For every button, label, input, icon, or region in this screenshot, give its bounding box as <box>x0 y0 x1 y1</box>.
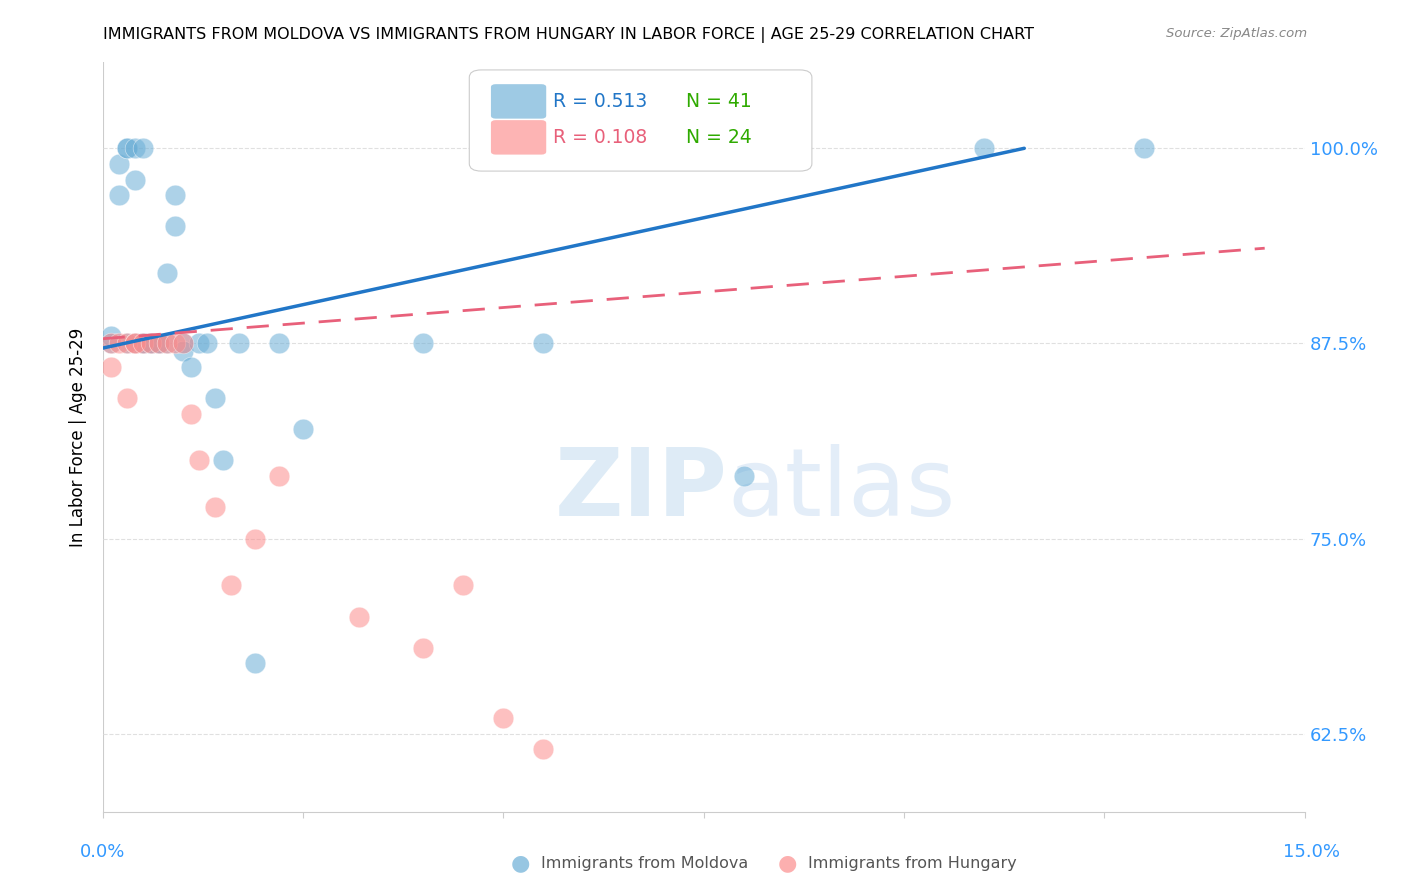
Point <box>195 336 218 351</box>
Text: IMMIGRANTS FROM MOLDOVA VS IMMIGRANTS FROM HUNGARY IN LABOR FORCE | AGE 25-29 CO: IMMIGRANTS FROM MOLDOVA VS IMMIGRANTS FR… <box>103 27 1033 43</box>
Text: ZIP: ZIP <box>555 443 728 535</box>
Point <box>531 336 554 351</box>
Point <box>243 532 266 546</box>
Point <box>100 336 122 351</box>
Text: Immigrants from Moldova: Immigrants from Moldova <box>541 856 748 871</box>
Text: N = 41: N = 41 <box>686 92 751 111</box>
Point <box>172 336 194 351</box>
Point <box>132 336 155 351</box>
Point <box>163 188 186 202</box>
Point <box>180 359 202 374</box>
Point <box>148 336 170 351</box>
Point <box>124 336 146 351</box>
Point <box>124 172 146 186</box>
Text: atlas: atlas <box>728 443 956 535</box>
Point <box>172 344 194 359</box>
Point <box>132 141 155 155</box>
FancyBboxPatch shape <box>491 84 546 119</box>
Point <box>733 469 755 483</box>
Text: 15.0%: 15.0% <box>1284 843 1340 861</box>
Point <box>693 141 716 155</box>
Point <box>100 328 122 343</box>
Text: N = 24: N = 24 <box>686 128 751 147</box>
Point <box>115 336 138 351</box>
Point <box>139 336 162 351</box>
Point <box>124 336 146 351</box>
Point <box>163 336 186 351</box>
Text: Source: ZipAtlas.com: Source: ZipAtlas.com <box>1167 27 1308 40</box>
Point <box>492 711 515 725</box>
Point <box>180 407 202 421</box>
Text: 0.0%: 0.0% <box>80 843 125 861</box>
Point <box>572 141 595 155</box>
Text: ●: ● <box>510 854 530 873</box>
Point <box>156 336 179 351</box>
Point <box>172 336 194 351</box>
Point <box>451 578 474 592</box>
Point <box>107 157 129 171</box>
Point <box>139 336 162 351</box>
FancyBboxPatch shape <box>491 120 546 154</box>
Point <box>148 336 170 351</box>
Point <box>211 453 233 467</box>
Point <box>132 336 155 351</box>
Point <box>115 141 138 155</box>
Point <box>613 141 636 155</box>
Point <box>973 141 995 155</box>
Text: ●: ● <box>778 854 797 873</box>
Point <box>204 391 226 405</box>
Point <box>219 578 242 592</box>
Point <box>156 266 179 280</box>
Text: R = 0.108: R = 0.108 <box>554 128 648 147</box>
Point <box>531 742 554 756</box>
Point <box>1133 141 1156 155</box>
Point <box>124 141 146 155</box>
Point <box>100 359 122 374</box>
Point <box>187 336 209 351</box>
Point <box>163 219 186 234</box>
Point <box>347 609 370 624</box>
Point <box>267 469 290 483</box>
Point <box>100 336 122 351</box>
Point <box>107 188 129 202</box>
Point <box>132 336 155 351</box>
Point <box>228 336 250 351</box>
Point <box>115 141 138 155</box>
FancyBboxPatch shape <box>470 70 811 171</box>
Point <box>148 336 170 351</box>
Y-axis label: In Labor Force | Age 25-29: In Labor Force | Age 25-29 <box>69 327 87 547</box>
Text: Immigrants from Hungary: Immigrants from Hungary <box>808 856 1017 871</box>
Point <box>187 453 209 467</box>
Point <box>652 141 675 155</box>
Point <box>107 336 129 351</box>
Point <box>124 336 146 351</box>
Point <box>292 422 315 436</box>
Point <box>204 500 226 515</box>
Point <box>139 336 162 351</box>
Point <box>267 336 290 351</box>
Point <box>156 336 179 351</box>
Text: R = 0.513: R = 0.513 <box>554 92 648 111</box>
Point <box>115 391 138 405</box>
Point <box>115 336 138 351</box>
Point <box>412 336 434 351</box>
Point <box>412 640 434 655</box>
Point <box>243 657 266 671</box>
